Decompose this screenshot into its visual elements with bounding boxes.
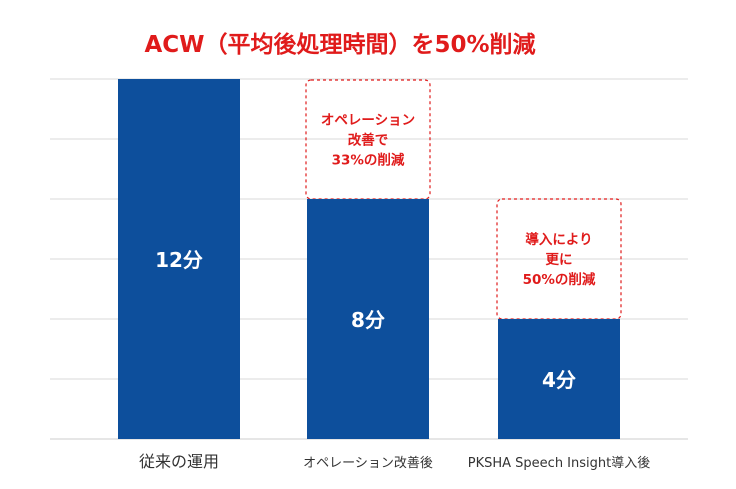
annotation-text: 50%の削減: [523, 271, 596, 288]
annotation-text: 改善で: [348, 132, 389, 149]
bar: [307, 199, 429, 439]
bar-value-label: 12分: [155, 248, 203, 272]
chart-title: ACW（平均後処理時間）を50%削減: [144, 31, 535, 58]
annotation-text: 33%の削減: [332, 152, 405, 169]
annotation-text: 更に: [546, 252, 573, 268]
bar-value-label: 8分: [351, 308, 385, 332]
bar: [498, 319, 620, 439]
x-tick-label: 従来の運用: [139, 452, 219, 471]
x-tick-label: PKSHA Speech Insight導入後: [468, 456, 650, 471]
bars: 12分 8分 4分: [118, 79, 620, 439]
bar-value-label: 4分: [542, 368, 576, 392]
annotation-text: 導入により: [525, 231, 592, 248]
x-tick-label: オペレーション改善後: [303, 455, 433, 471]
annotation-text: オペレーション: [321, 113, 415, 129]
x-axis-ticks: 従来の運用 オペレーション改善後 PKSHA Speech Insight導入後: [139, 452, 650, 471]
bar: [118, 79, 240, 439]
